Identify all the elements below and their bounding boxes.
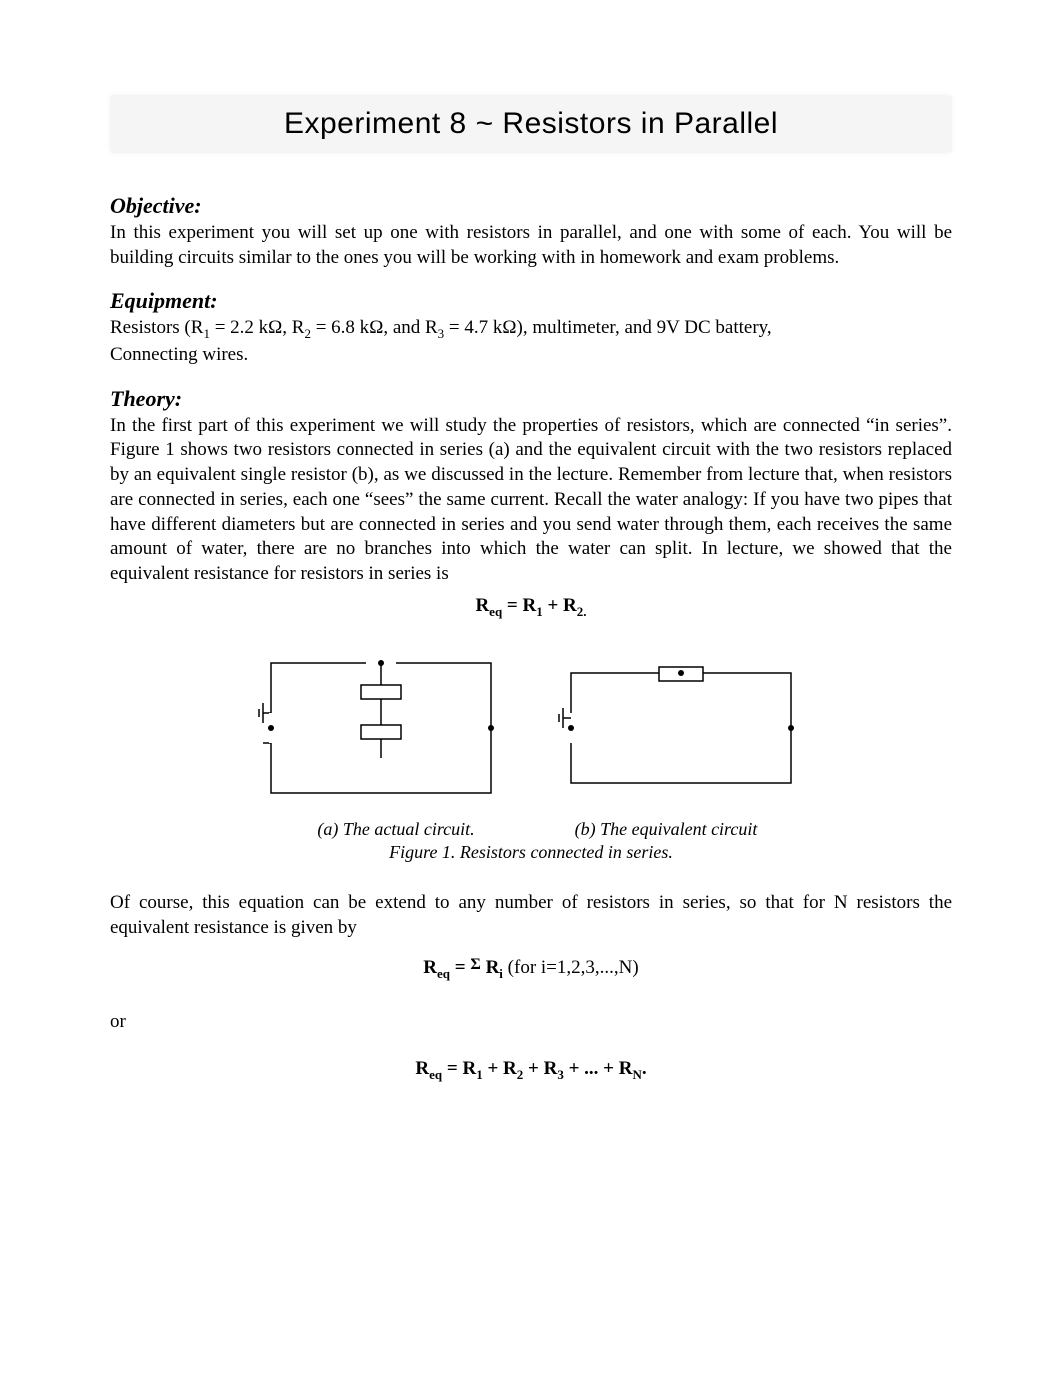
- document-page: Experiment 8 ~ Resistors in Parallel Obj…: [0, 0, 1062, 1151]
- equipment-text: Resistors (R1 = 2.2 kΩ, R2 = 6.8 kΩ, and…: [110, 316, 952, 367]
- objective-heading: Objective:: [110, 193, 952, 219]
- title-banner: Experiment 8 ~ Resistors in Parallel: [110, 95, 952, 153]
- figure-captions: (a) The actual circuit. (b) The equivale…: [251, 819, 811, 840]
- eq3-mid1: = R: [442, 1058, 476, 1079]
- omega-2: Ω: [369, 317, 383, 338]
- eq3-sN: N: [632, 1067, 641, 1082]
- objective-text: In this experiment you will set up one w…: [110, 221, 952, 270]
- equation-3: Req = R1 + R2 + R3 + ... + RN.: [110, 1058, 952, 1083]
- equation-1: Req = R1 + R2.: [110, 595, 952, 620]
- omega-1: Ω: [268, 317, 282, 338]
- sigma-icon: Σ: [470, 956, 480, 973]
- eq3-lhs: R: [415, 1058, 429, 1079]
- equation-2: Req = Σ Ri (for i=1,2,3,...,N): [110, 957, 952, 982]
- equipment-heading: Equipment:: [110, 288, 952, 314]
- caption-a: (a) The actual circuit.: [251, 819, 531, 840]
- eq1-plus: + R: [543, 595, 577, 616]
- eq1-mid: = R: [502, 595, 536, 616]
- omega-3: Ω: [502, 317, 516, 338]
- eq2-for: (for i=1,2,3,...,N): [503, 957, 639, 978]
- eq3-dot: .: [642, 1058, 647, 1079]
- eq3-mid3: + R: [523, 1058, 557, 1079]
- eq-r2-pre: , R: [282, 317, 304, 338]
- eq1-lhs-sub: eq: [489, 603, 502, 618]
- figure-1: (a) The actual circuit. (b) The equivale…: [251, 643, 811, 863]
- eq2-rhs: R: [481, 957, 499, 978]
- eq-r-pre: Resistors (R: [110, 317, 203, 338]
- figure-title: Figure 1. Resistors connected in series.: [251, 842, 811, 863]
- eq1-r2-sub: 2.: [577, 603, 587, 618]
- eq1-lhs: R: [475, 595, 489, 616]
- eq2-equals: =: [450, 957, 470, 978]
- caption-b: (b) The equivalent circuit: [531, 819, 811, 840]
- eq-line1-post: ), multimeter, and 9V DC battery,: [517, 317, 772, 338]
- eq-line2: Connecting wires.: [110, 344, 248, 365]
- eq3-lhs-sub: eq: [429, 1067, 442, 1082]
- theory-heading: Theory:: [110, 386, 952, 412]
- eq-r3-pre: , and R: [383, 317, 437, 338]
- eq-r3-val: = 4.7 k: [444, 317, 502, 338]
- circuit-a-svg: [251, 643, 511, 813]
- eq3-mid2: + R: [483, 1058, 517, 1079]
- or-text: or: [110, 1010, 952, 1035]
- eq-r1-val: = 2.2 k: [210, 317, 268, 338]
- circuits-row: [251, 643, 811, 813]
- theory-para2: Of course, this equation can be extend t…: [110, 891, 952, 940]
- theory-para1: In the first part of this experiment we …: [110, 414, 952, 587]
- page-title: Experiment 8 ~ Resistors in Parallel: [110, 107, 952, 141]
- eq2-lhs-sub: eq: [437, 966, 450, 981]
- eq2-lhs: R: [423, 957, 437, 978]
- circuit-b-svg: [551, 643, 811, 813]
- eq3-mid4: + ... + R: [564, 1058, 633, 1079]
- eq-r2-val: = 6.8 k: [311, 317, 369, 338]
